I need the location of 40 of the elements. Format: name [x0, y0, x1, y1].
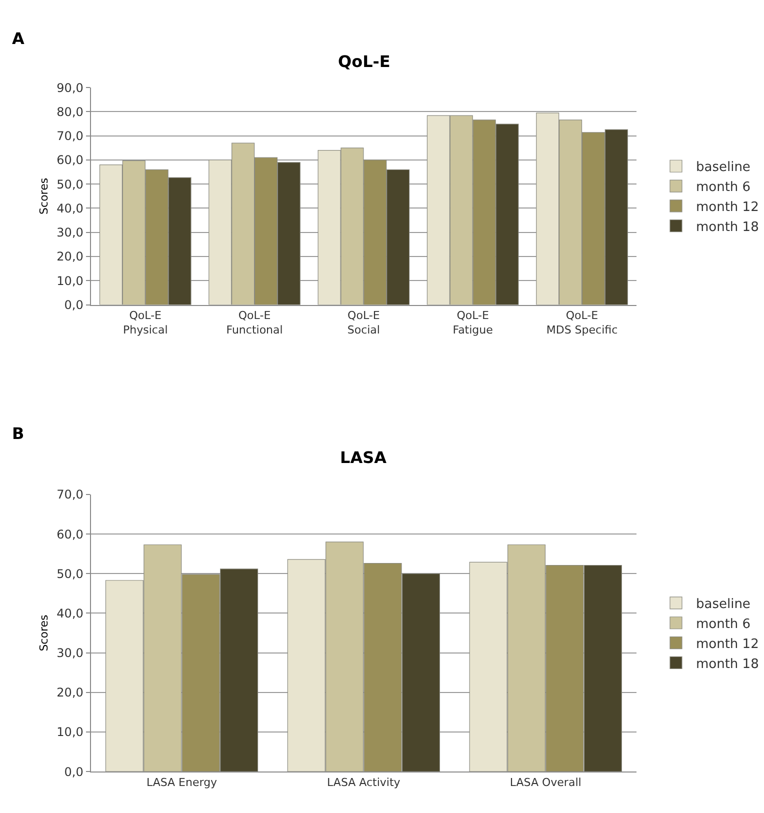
y-tick-label: 0,0 — [64, 298, 84, 312]
legend-label: month 18 — [696, 656, 759, 672]
legend-label: baseline — [696, 160, 750, 176]
legend-label: baseline — [696, 597, 750, 612]
x-tick-label: LASA Overall — [510, 776, 582, 789]
y-tick-label: 30,0 — [56, 646, 84, 660]
chart-title: QoL-E — [338, 52, 390, 71]
y-tick-label: 40,0 — [56, 606, 84, 620]
text: A — [12, 29, 25, 48]
legend-label: month 12 — [696, 636, 759, 652]
x-tick-label: LASA Energy — [146, 776, 218, 789]
legend-label: month 6 — [696, 180, 751, 196]
legend-label: month 12 — [696, 200, 759, 216]
x-tick-label: QoL-E Physical — [123, 308, 168, 336]
text: B — [12, 424, 24, 443]
legend-label: month 18 — [696, 220, 759, 235]
y-tick-label: 10,0 — [56, 725, 84, 740]
x-tick-label: QoL-E MDS Specific — [546, 308, 618, 336]
x-tick-label: LASA Activity — [327, 776, 401, 789]
y-tick-label: 70,0 — [56, 129, 84, 144]
y-tick-label: 60,0 — [56, 527, 84, 542]
y-tick-label: 30,0 — [56, 226, 84, 240]
y-axis-title: Scores — [37, 178, 50, 214]
y-axis-title: Scores — [37, 614, 50, 652]
y-tick-label: 60,0 — [56, 153, 84, 168]
x-tick-label: QoL-E Social — [347, 308, 380, 336]
y-tick-label: 20,0 — [56, 250, 84, 264]
legend-label: month 6 — [696, 616, 751, 632]
y-tick-label: 80,0 — [56, 104, 84, 119]
y-tick-label: 50,0 — [56, 177, 84, 192]
y-tick-label: 50,0 — [56, 566, 84, 581]
y-tick-label: 40,0 — [56, 201, 84, 216]
y-tick-label: 20,0 — [56, 686, 84, 700]
y-tick-label: 10,0 — [56, 274, 84, 288]
x-tick-label: QoL-E Functional — [226, 308, 283, 336]
y-tick-label: 0,0 — [64, 764, 84, 779]
chart-title: LASA — [340, 448, 388, 467]
x-tick-label: QoL-E Fatigue — [452, 308, 494, 336]
y-tick-label: 90,0 — [56, 80, 84, 95]
y-tick-label: 70,0 — [56, 488, 84, 502]
